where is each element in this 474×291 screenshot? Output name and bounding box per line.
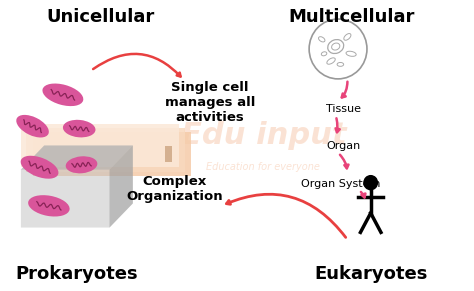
Text: Complex
Organization: Complex Organization	[127, 175, 223, 203]
Text: Single cell
manages all
activities: Single cell manages all activities	[164, 81, 255, 124]
Text: Organ System: Organ System	[301, 179, 380, 189]
Text: Multicellular: Multicellular	[289, 8, 415, 26]
Ellipse shape	[66, 156, 97, 173]
Polygon shape	[165, 146, 173, 162]
Ellipse shape	[43, 84, 83, 106]
Text: Edu input: Edu input	[181, 121, 346, 150]
Polygon shape	[21, 146, 133, 170]
Circle shape	[309, 19, 367, 79]
Polygon shape	[33, 132, 191, 176]
Text: Organ: Organ	[327, 141, 361, 150]
Ellipse shape	[21, 156, 58, 179]
Polygon shape	[109, 146, 133, 228]
Ellipse shape	[28, 195, 70, 217]
Text: Eukaryotes: Eukaryotes	[314, 265, 428, 283]
Text: Unicellular: Unicellular	[46, 8, 155, 26]
Ellipse shape	[16, 115, 49, 137]
Polygon shape	[21, 146, 133, 228]
Polygon shape	[27, 128, 185, 172]
Text: Prokaryotes: Prokaryotes	[16, 265, 138, 283]
Ellipse shape	[63, 120, 95, 137]
Text: Tissue: Tissue	[327, 104, 361, 114]
Polygon shape	[21, 124, 180, 167]
Circle shape	[363, 175, 378, 190]
Text: Education for everyone: Education for everyone	[207, 162, 320, 172]
